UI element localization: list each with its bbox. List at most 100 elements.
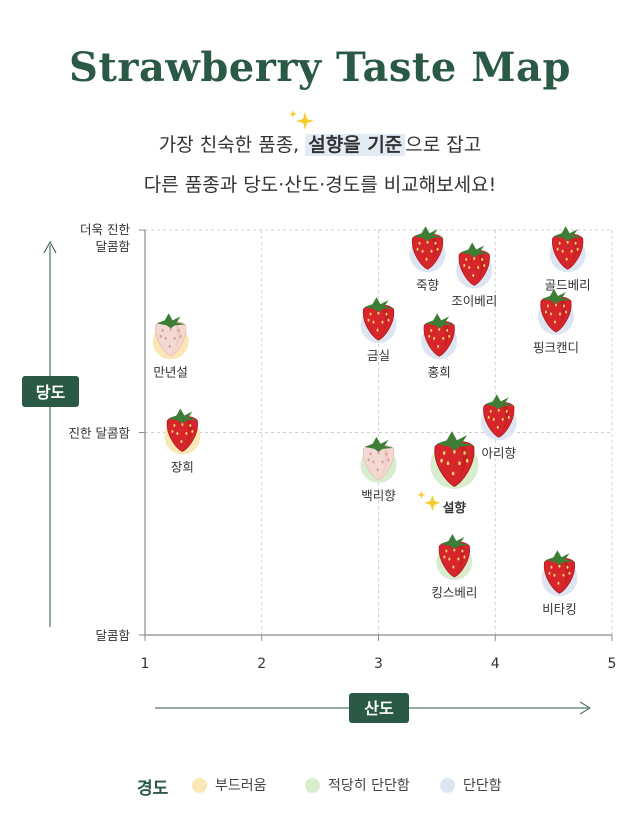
strawberry-seed xyxy=(453,548,456,552)
strawberry-seed xyxy=(489,409,492,413)
strawberry-seed xyxy=(457,557,460,561)
strawberry-seed xyxy=(477,265,480,269)
strawberry-seed xyxy=(426,240,429,244)
strawberry-seed xyxy=(562,304,565,308)
point-설향: 설향 xyxy=(417,431,479,515)
strawberry-icon xyxy=(543,550,576,594)
legend-label-firm: 단단함 xyxy=(463,778,502,794)
strawberry-seed xyxy=(443,555,446,559)
strawberry-seed xyxy=(576,247,579,251)
point-비타킹: 비타킹 xyxy=(541,550,578,616)
point-홍희: 홍희 xyxy=(421,313,458,379)
strawberry-calyx xyxy=(460,242,490,258)
strawberry-icon xyxy=(362,436,395,481)
strawberry-seed xyxy=(453,449,456,454)
strawberry-icon xyxy=(166,408,198,452)
strawberry-seed xyxy=(430,249,433,253)
strawberry-seed xyxy=(463,555,466,559)
x-tick-label-4: 4 xyxy=(491,656,500,672)
strawberry-icon xyxy=(423,313,455,357)
strawberry-seed xyxy=(546,304,549,308)
strawberry-seed xyxy=(159,334,162,338)
x-tick-label-5: 5 xyxy=(608,656,617,672)
strawberry-seed xyxy=(468,265,471,269)
strawberry-seed xyxy=(191,430,194,433)
point-label: 비타킹 xyxy=(542,601,577,616)
subtitle-text-a: 가장 친숙한 품종, xyxy=(158,134,306,156)
strawberry-seed xyxy=(483,263,486,267)
strawberry-seed xyxy=(372,460,375,464)
strawberry-seed xyxy=(557,581,560,585)
point-label: 금실 xyxy=(367,348,390,363)
y-axis-label: 당도 xyxy=(36,383,66,402)
strawberry-seed xyxy=(554,303,557,307)
strawberry-calyx xyxy=(364,297,394,313)
subtitle-text-b: 으로 잡고 xyxy=(405,134,482,156)
page-title: Strawberry Taste Map xyxy=(69,44,571,91)
strawberry-seed xyxy=(179,334,182,338)
strawberry-seed xyxy=(465,458,469,463)
point-label: 골드베리 xyxy=(545,277,591,292)
legend-label-medium: 적당히 단단함 xyxy=(328,778,410,794)
strawberry-seed xyxy=(472,273,475,277)
strawberry-seed xyxy=(369,312,372,316)
strawberry-seed xyxy=(487,415,490,419)
strawberry-seed xyxy=(181,423,184,426)
strawberry-seed xyxy=(451,471,455,476)
strawberry-seed xyxy=(377,311,380,315)
strawberry-seed xyxy=(473,256,476,260)
strawberry-seed xyxy=(505,409,508,413)
strawberry-seed xyxy=(440,458,443,463)
strawberry-calyx xyxy=(541,289,571,305)
point-label: 조이베리 xyxy=(451,293,497,308)
strawberry-seed xyxy=(556,247,559,251)
subtitle-highlight: 설향을 기준 xyxy=(305,134,406,156)
strawberry-seed xyxy=(558,241,561,245)
strawberry-seed xyxy=(549,312,552,316)
strawberry-calyx xyxy=(545,550,575,566)
strawberry-seed xyxy=(385,312,388,316)
strawberry-seed xyxy=(446,328,449,332)
subtitle-line-1: 가장 친숙한 품종, 설향을 기준 으로 잡고 xyxy=(0,130,640,157)
strawberry-seed xyxy=(164,336,167,340)
point-핑크캔디: 핑크캔디 xyxy=(533,289,579,355)
x-tick-label-2: 2 xyxy=(257,656,266,672)
strawberry-seed xyxy=(437,344,440,348)
y-tick-label-high-line2: 달콤함 xyxy=(95,239,130,254)
point-조이베리: 조이베리 xyxy=(451,242,497,308)
strawberry-seed xyxy=(430,328,433,332)
strawberry-seed xyxy=(507,415,510,419)
strawberry-icon xyxy=(458,242,490,286)
strawberry-seed xyxy=(566,565,569,569)
point-label: 홍희 xyxy=(428,364,451,379)
strawberry-seed xyxy=(481,257,484,261)
point-label: 아리향 xyxy=(481,445,516,460)
sparkle-star xyxy=(424,494,441,511)
legend-title: 경도 xyxy=(137,779,169,799)
strawberry-calyx xyxy=(364,436,394,452)
strawberry-icon xyxy=(483,394,515,438)
subtitle-line-2: 다른 품종과 당도·산도·경도를 비교해보세요! xyxy=(143,174,497,196)
strawberry-seed xyxy=(501,417,504,421)
point-label: 죽향 xyxy=(416,277,440,292)
legend-label-soft: 부드러움 xyxy=(215,778,267,794)
x-tick-label-3: 3 xyxy=(374,656,383,672)
strawberry-calyx xyxy=(413,226,443,242)
strawberry-seed xyxy=(565,257,568,261)
strawberry-seed xyxy=(425,257,428,261)
strawberry-seed xyxy=(558,564,561,568)
point-label: 만년설 xyxy=(153,364,188,379)
strawberry-seed xyxy=(428,334,431,338)
y-tick-label-high-line1: 더욱 진한 xyxy=(80,222,130,237)
strawberry-seed xyxy=(558,312,561,316)
strawberry-seed xyxy=(570,249,573,253)
legend-swatch-soft xyxy=(192,777,207,793)
point-골드베리: 골드베리 xyxy=(545,226,591,292)
strawberry-seed xyxy=(376,468,379,472)
strawberry-icon xyxy=(155,313,187,357)
strawberry-seed xyxy=(438,327,441,331)
strawberry-seed xyxy=(550,565,553,569)
strawberry-seed xyxy=(566,240,569,244)
strawberry-calyx xyxy=(168,408,198,424)
